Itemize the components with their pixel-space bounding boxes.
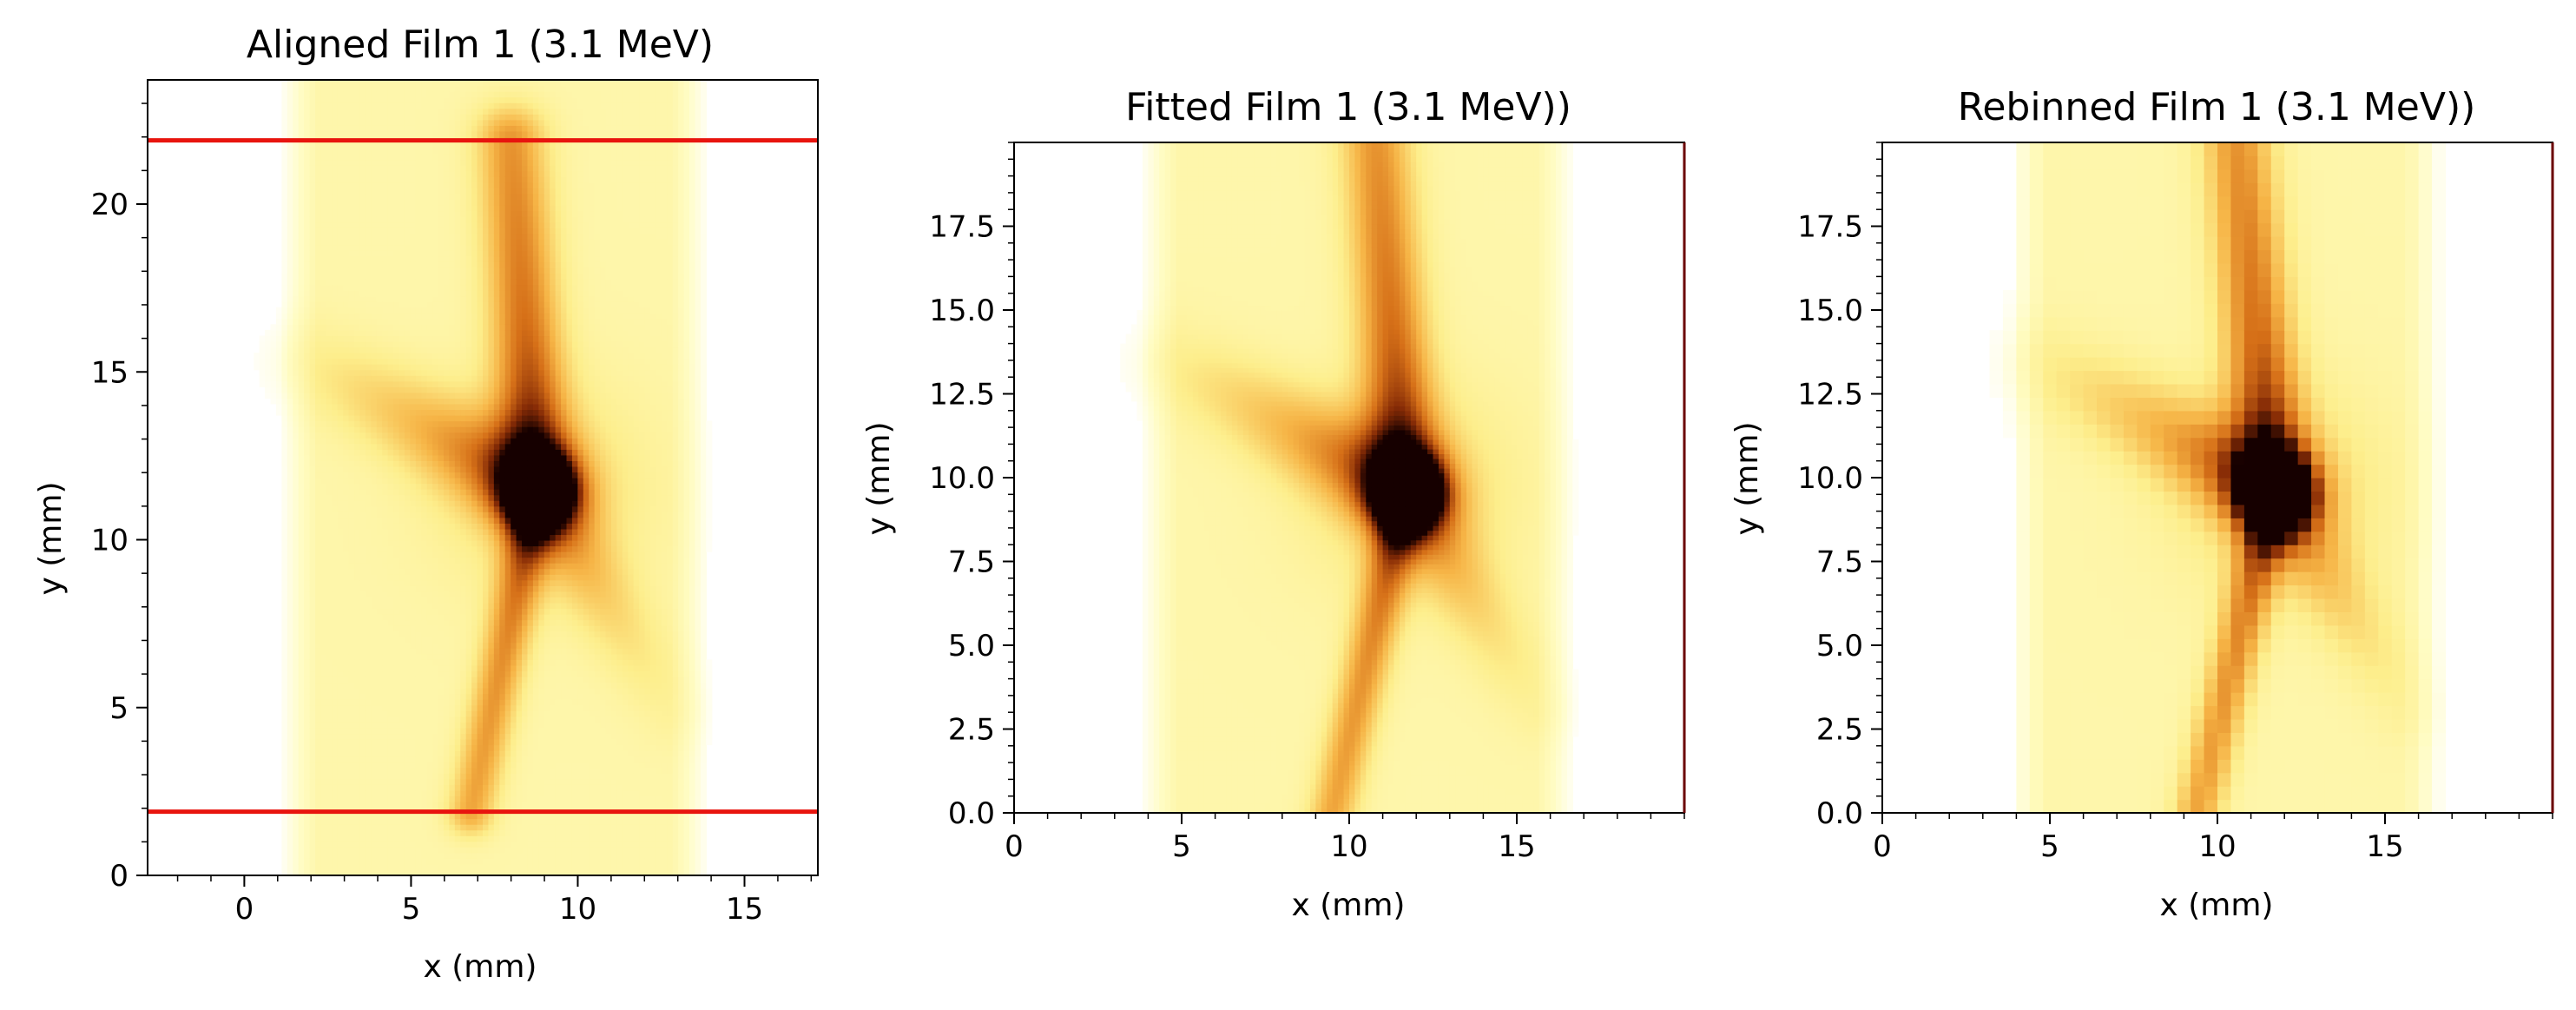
y-tick-label: 17.5	[929, 210, 995, 245]
x-axis-label: x (mm)	[2160, 888, 2274, 923]
x-tick-label: 5	[2040, 829, 2059, 864]
y-tick-label: 12.5	[929, 378, 995, 413]
y-tick-label: 20	[91, 188, 128, 222]
x-tick-label: 0	[235, 892, 254, 927]
y-tick-label: 15.0	[929, 294, 995, 328]
y-tick-label: 10	[91, 524, 128, 558]
y-tick-label: 5.0	[948, 629, 995, 663]
plot-area: 0 5 10 15 0.0 2.5 5.0 7.5 10.0 12.5 15.0 17.5	[929, 142, 1686, 864]
x-tick-label: 15	[726, 892, 763, 927]
y-tick-label: 17.5	[1797, 210, 1863, 245]
y-tick-label: 0.0	[948, 796, 995, 831]
x-tick-label: 15	[2366, 829, 2403, 864]
y-tick-label: 10.0	[929, 461, 995, 496]
plot-area: 0 5 10 15 0 5 10 15 20	[91, 79, 819, 927]
y-tick-label: 15	[91, 355, 128, 390]
y-axis-label: y (mm)	[1729, 422, 1765, 536]
chart-title: Aligned Film 1 (3.1 MeV)	[247, 23, 714, 67]
plot-area: 0 5 10 15 0.0 2.5 5.0 7.5 10.0 12.5 15.0 17.5	[1797, 142, 2554, 864]
chart-title: Rebinned Film 1 (3.1 MeV))	[1958, 85, 2476, 129]
x-tick-label: 0	[1873, 829, 1892, 864]
axes-frame	[147, 79, 819, 876]
y-tick-label: 7.5	[1816, 545, 1863, 580]
x-tick-label: 15	[1498, 829, 1535, 864]
panel-fitted: Fitted Film 1 (3.1 MeV)) 0 5 10 15 0.0 2.5 5.0…	[861, 85, 1686, 923]
panel-aligned: Aligned Film 1 (3.1 MeV) 0 5 10 1505101520 …	[33, 23, 819, 985]
y-tick-label: 0.0	[1816, 796, 1863, 831]
y-tick-label: 15.0	[1797, 294, 1863, 328]
y-tick-label: 7.5	[948, 545, 995, 580]
x-tick-label: 10	[559, 892, 596, 927]
x-tick-label: 10	[2198, 829, 2236, 864]
x-axis-label: x (mm)	[1292, 888, 1406, 923]
y-tick-label: 5	[109, 691, 128, 726]
y-tick-label: 10.0	[1797, 461, 1863, 496]
chart-title: Fitted Film 1 (3.1 MeV))	[1125, 85, 1571, 129]
heatmap-image	[148, 80, 818, 875]
heatmap-image	[1014, 142, 1684, 813]
x-tick-label: 5	[402, 892, 421, 927]
panel-rebinned: Rebinned Film 1 (3.1 MeV)) 0 5 10 15 0.0 2.5 5…	[1729, 85, 2554, 923]
x-tick-label: 10	[1330, 829, 1367, 864]
heatmap-image	[1882, 142, 2553, 813]
y-tick-label: 2.5	[948, 713, 995, 748]
y-tick-label: 0	[109, 859, 128, 894]
y-tick-label: 2.5	[1816, 713, 1863, 748]
y-tick-label: 5.0	[1816, 629, 1863, 663]
y-axis-label: y (mm)	[861, 422, 897, 536]
y-tick-label: 12.5	[1797, 378, 1863, 413]
x-tick-label: 0	[1005, 829, 1024, 864]
x-tick-label: 5	[1172, 829, 1191, 864]
y-axis-label: y (mm)	[33, 482, 69, 596]
x-axis-label: x (mm)	[424, 949, 537, 985]
